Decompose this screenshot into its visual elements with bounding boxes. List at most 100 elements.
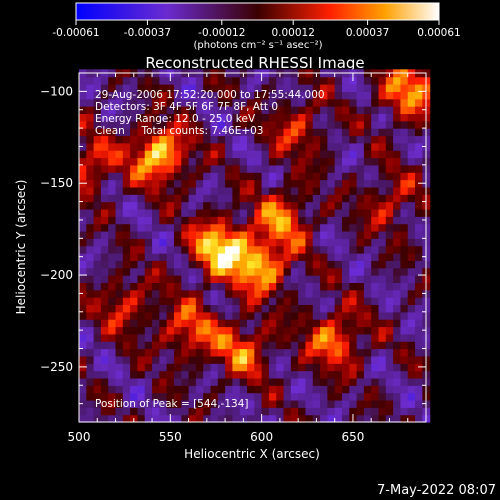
heatmap-cell <box>137 208 146 217</box>
heatmap-cell <box>188 142 197 151</box>
heatmap-cell <box>305 253 314 261</box>
heatmap-cell <box>195 172 204 181</box>
heatmap-cell <box>108 370 117 379</box>
heatmap-cell <box>203 275 212 283</box>
heatmap-cell <box>276 311 285 320</box>
heatmap-cell <box>261 333 270 342</box>
heatmap-cell <box>290 120 299 129</box>
heatmap-cell <box>93 341 102 350</box>
heatmap-cell <box>217 414 226 423</box>
heatmap-cell <box>130 157 139 166</box>
heatmap-cell <box>108 275 117 283</box>
heatmap-cell <box>100 179 109 188</box>
heatmap-cell <box>276 275 285 283</box>
heatmap-cell <box>305 377 314 386</box>
heatmap-cell <box>144 201 153 210</box>
heatmap-cell <box>130 289 139 298</box>
heatmap-cell <box>144 230 153 239</box>
heatmap-cell <box>247 392 255 401</box>
heatmap-cell <box>341 370 350 379</box>
heatmap-cell <box>152 370 160 379</box>
heatmap-cell <box>144 157 153 166</box>
heatmap-cell <box>115 179 124 188</box>
heatmap-cell <box>122 194 131 203</box>
heatmap-cell <box>320 385 328 394</box>
heatmap-cell <box>305 289 314 298</box>
heatmap-cell <box>100 377 109 386</box>
heatmap-cell <box>86 304 95 313</box>
heatmap-cell <box>93 260 102 269</box>
heatmap-cell <box>393 341 402 350</box>
heatmap-cell <box>122 392 131 401</box>
heatmap-cell <box>225 230 234 239</box>
heatmap-cell <box>261 113 270 122</box>
heatmap-cell <box>363 363 372 372</box>
heatmap-cell <box>93 164 102 173</box>
heatmap-cell <box>276 76 285 85</box>
heatmap-cell <box>254 128 263 137</box>
heatmap-cell <box>341 194 350 203</box>
heatmap-cell <box>407 260 416 269</box>
heatmap-cell <box>378 113 387 122</box>
heatmap-cell <box>378 267 387 276</box>
heatmap-cell <box>356 282 365 291</box>
heatmap-cell <box>298 319 307 328</box>
heatmap-cell <box>268 91 277 100</box>
heatmap-cell <box>341 84 350 92</box>
heatmap-cell <box>130 370 139 379</box>
heatmap-cell <box>290 326 299 335</box>
heatmap-cell <box>268 297 277 306</box>
heatmap-cell <box>93 407 102 416</box>
heatmap-cell <box>268 157 277 166</box>
heatmap-cell <box>378 216 387 225</box>
heatmap-cell <box>188 311 197 320</box>
heatmap-cell <box>261 98 270 107</box>
heatmap-cell <box>93 76 102 85</box>
heatmap-cell <box>341 128 350 137</box>
heatmap-cell <box>225 341 234 350</box>
heatmap-cell <box>188 304 197 313</box>
heatmap-cell <box>93 120 102 129</box>
heatmap-cell <box>232 326 241 335</box>
heatmap-cell <box>115 164 124 173</box>
heatmap-cell <box>283 120 292 129</box>
heatmap-cell <box>137 407 146 416</box>
heatmap-cell <box>137 355 146 364</box>
heatmap-cell <box>108 267 117 276</box>
heatmap-cell <box>100 355 109 364</box>
heatmap-cell <box>181 179 190 188</box>
heatmap-cell <box>210 275 219 283</box>
heatmap-cell <box>407 186 416 195</box>
heatmap-cell <box>86 201 95 210</box>
heatmap-cell <box>363 113 372 122</box>
heatmap-cell <box>239 186 248 195</box>
heatmap-cell <box>261 106 270 115</box>
heatmap-cell <box>188 216 197 225</box>
heatmap-cell <box>254 120 263 129</box>
heatmap-cell <box>239 319 248 328</box>
heatmap-cell <box>356 157 365 166</box>
heatmap-cell <box>334 186 343 195</box>
heatmap-cell <box>137 326 146 335</box>
heatmap-cell <box>393 253 402 261</box>
heatmap-cell <box>130 172 139 181</box>
heatmap-cell <box>283 355 292 364</box>
heatmap-cell <box>393 311 402 320</box>
heatmap-cell <box>378 194 387 203</box>
heatmap-cell <box>108 76 117 85</box>
heatmap-cell <box>100 120 109 129</box>
heatmap-cell <box>137 260 146 269</box>
heatmap-cell <box>283 76 292 85</box>
heatmap-cell <box>159 275 168 283</box>
heatmap-cell <box>298 142 307 151</box>
heatmap-cell <box>217 253 226 261</box>
heatmap-cell <box>108 238 117 247</box>
heatmap-cell <box>385 91 394 100</box>
heatmap-cell <box>378 311 387 320</box>
heatmap-cell <box>86 216 95 225</box>
heatmap-cell <box>166 113 175 122</box>
heatmap-cell <box>312 113 321 122</box>
heatmap-cell <box>400 230 409 239</box>
heatmap-cell <box>159 326 168 335</box>
